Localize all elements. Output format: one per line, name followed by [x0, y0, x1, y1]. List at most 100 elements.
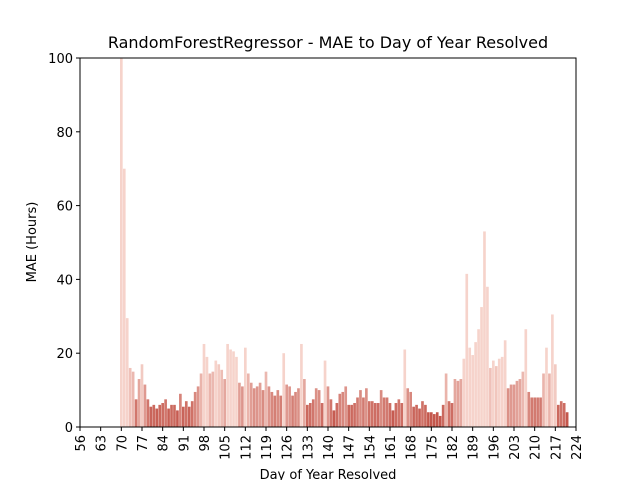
- bar: [226, 343, 229, 427]
- bar: [338, 393, 342, 427]
- x-tick-label: 105: [219, 435, 234, 460]
- bar: [489, 367, 492, 427]
- bar: [468, 347, 472, 427]
- x-tick-label: 224: [570, 435, 585, 460]
- bar: [120, 58, 123, 427]
- bar: [323, 360, 327, 427]
- y-tick-label: 100: [48, 52, 73, 67]
- bar: [326, 386, 330, 427]
- bar: [205, 356, 209, 427]
- x-tick-label: 84: [157, 435, 172, 452]
- bar: [152, 404, 156, 427]
- x-tick-label: 133: [301, 435, 316, 460]
- bar: [303, 379, 306, 427]
- bar: [267, 386, 271, 427]
- bar: [288, 386, 291, 427]
- bar: [379, 390, 383, 427]
- bar: [556, 404, 560, 427]
- bar: [500, 356, 504, 427]
- bar: [308, 403, 312, 427]
- x-tick-label: 140: [322, 435, 337, 460]
- bar: [258, 382, 262, 427]
- bar: [359, 390, 362, 427]
- x-tick-label: 98: [198, 435, 213, 452]
- x-tick-label: 91: [177, 435, 192, 452]
- bar: [125, 318, 129, 427]
- bar: [223, 379, 226, 427]
- bar: [164, 399, 167, 427]
- bar: [202, 343, 206, 427]
- bar: [187, 406, 191, 427]
- bar: [530, 397, 534, 427]
- bar: [486, 286, 489, 427]
- bar: [447, 401, 451, 427]
- bar: [521, 371, 525, 427]
- x-tick-label: 70: [115, 435, 130, 452]
- x-tick-label: 189: [467, 435, 482, 460]
- bar: [297, 388, 300, 427]
- bar: [350, 404, 353, 427]
- bar: [462, 358, 466, 427]
- x-tick-label: 196: [487, 435, 502, 460]
- bar: [551, 314, 554, 427]
- x-tick-label: 203: [508, 435, 523, 460]
- bar: [539, 397, 542, 427]
- x-tick-label: 119: [260, 435, 275, 460]
- bar: [533, 397, 536, 427]
- bar: [554, 364, 557, 427]
- bar: [149, 406, 153, 427]
- bar: [146, 399, 150, 427]
- bar: [285, 384, 288, 427]
- bar: [255, 386, 259, 427]
- bar: [365, 388, 368, 427]
- bar: [314, 388, 318, 427]
- x-tick-label: 56: [74, 435, 89, 452]
- bar: [438, 415, 442, 427]
- y-tick-label: 20: [56, 347, 73, 362]
- x-tick-label: 182: [446, 435, 461, 460]
- bar: [252, 388, 256, 427]
- bar: [273, 395, 277, 427]
- y-tick-label: 40: [56, 273, 73, 288]
- bar: [190, 401, 194, 427]
- bar: [182, 406, 185, 427]
- bar: [282, 353, 286, 427]
- bar: [432, 414, 436, 427]
- x-tick-label: 168: [405, 435, 420, 460]
- x-tick-label: 77: [136, 435, 151, 452]
- bar: [391, 410, 395, 427]
- bar: [199, 373, 203, 427]
- y-tick-label: 60: [56, 200, 73, 215]
- x-tick-label: 161: [384, 435, 399, 460]
- bar: [435, 412, 439, 427]
- bar: [211, 371, 215, 427]
- y-tick-label: 0: [65, 421, 73, 436]
- bar: [161, 403, 164, 427]
- bar: [241, 386, 244, 427]
- bar: [542, 373, 545, 427]
- bar: [480, 307, 483, 427]
- bar: [193, 391, 197, 427]
- y-tick-label: 80: [56, 126, 73, 141]
- x-tick-label: 147: [343, 435, 358, 460]
- bar: [536, 397, 539, 427]
- bar: [158, 404, 162, 427]
- bar: [332, 410, 336, 427]
- bar: [515, 380, 519, 427]
- bar: [403, 349, 407, 427]
- bar: [264, 371, 268, 427]
- bar: [562, 403, 566, 427]
- bar: [270, 391, 274, 427]
- bar: [320, 403, 324, 427]
- x-tick-label: 210: [529, 435, 544, 460]
- x-axis-label: Day of Year Resolved: [260, 468, 397, 480]
- bar: [249, 382, 253, 427]
- x-tick-label: 63: [95, 435, 110, 452]
- bar: [353, 403, 356, 427]
- bar: [368, 401, 371, 427]
- bars: [120, 58, 569, 427]
- bar: [143, 384, 147, 427]
- bar: [347, 404, 350, 427]
- bar: [400, 403, 404, 427]
- bar: [173, 404, 176, 427]
